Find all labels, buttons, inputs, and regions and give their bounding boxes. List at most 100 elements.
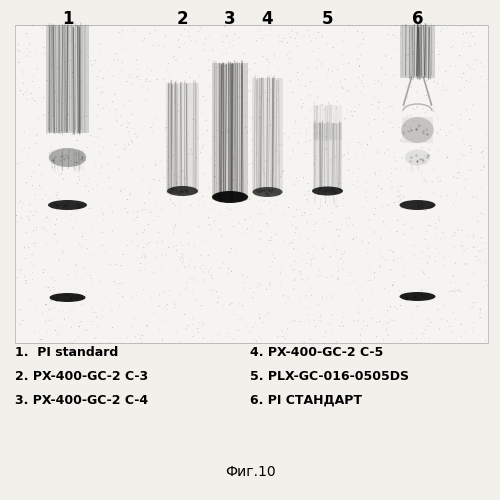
Point bbox=[310, 288, 318, 296]
Point bbox=[354, 178, 362, 186]
Point bbox=[274, 157, 282, 165]
Point bbox=[365, 306, 373, 314]
Point bbox=[164, 180, 172, 188]
Point bbox=[355, 100, 363, 108]
Point bbox=[303, 218, 311, 226]
Point bbox=[300, 100, 308, 108]
Ellipse shape bbox=[405, 150, 430, 166]
Point bbox=[158, 168, 166, 175]
Point bbox=[386, 118, 394, 126]
Point bbox=[270, 166, 278, 174]
Point bbox=[78, 301, 86, 309]
Point bbox=[50, 34, 58, 42]
Point bbox=[20, 79, 28, 87]
Point bbox=[296, 130, 304, 138]
Point bbox=[437, 234, 445, 242]
Point bbox=[22, 179, 30, 187]
Point bbox=[357, 325, 365, 333]
Point bbox=[238, 160, 246, 168]
Point bbox=[42, 301, 50, 309]
Point bbox=[112, 114, 120, 122]
Point bbox=[206, 83, 214, 91]
Point bbox=[318, 178, 326, 186]
Point bbox=[304, 198, 312, 206]
Point bbox=[294, 76, 302, 84]
Point bbox=[284, 134, 292, 142]
Point bbox=[116, 164, 124, 172]
Point bbox=[231, 125, 239, 133]
Point bbox=[122, 236, 130, 244]
Point bbox=[376, 262, 384, 270]
Point bbox=[278, 38, 286, 46]
Point bbox=[176, 196, 184, 204]
Point bbox=[334, 322, 342, 330]
Point bbox=[374, 148, 382, 156]
Point bbox=[133, 256, 141, 264]
Point bbox=[418, 286, 426, 294]
Point bbox=[66, 216, 74, 224]
Point bbox=[124, 208, 132, 216]
Point bbox=[303, 195, 311, 203]
Point bbox=[278, 141, 286, 149]
Point bbox=[239, 266, 247, 274]
Point bbox=[196, 126, 204, 134]
Point bbox=[312, 220, 320, 228]
Point bbox=[112, 281, 120, 289]
Point bbox=[330, 119, 338, 127]
Point bbox=[134, 242, 141, 250]
Point bbox=[322, 132, 330, 140]
Point bbox=[188, 188, 196, 196]
Point bbox=[268, 70, 276, 78]
Point bbox=[179, 167, 187, 175]
Point bbox=[390, 44, 398, 52]
Point bbox=[44, 269, 52, 277]
Point bbox=[464, 176, 471, 184]
Point bbox=[372, 204, 380, 212]
Point bbox=[256, 333, 264, 341]
Point bbox=[98, 125, 106, 133]
Point bbox=[395, 232, 403, 240]
Point bbox=[144, 220, 152, 228]
Point bbox=[120, 324, 128, 332]
Point bbox=[126, 97, 134, 105]
Point bbox=[326, 84, 334, 92]
Point bbox=[60, 154, 68, 162]
Point bbox=[344, 166, 352, 174]
Point bbox=[356, 331, 364, 339]
Point bbox=[46, 58, 54, 66]
Point bbox=[326, 290, 334, 298]
Point bbox=[188, 146, 196, 154]
Point bbox=[199, 320, 207, 328]
Point bbox=[126, 262, 134, 270]
Point bbox=[249, 114, 257, 122]
Point bbox=[339, 84, 347, 92]
Point bbox=[254, 27, 262, 35]
Point bbox=[136, 260, 144, 268]
Point bbox=[16, 58, 24, 66]
Point bbox=[31, 190, 39, 198]
Point bbox=[20, 128, 28, 136]
Point bbox=[450, 173, 458, 181]
Point bbox=[262, 32, 270, 40]
Point bbox=[124, 196, 132, 203]
Point bbox=[118, 280, 126, 287]
Point bbox=[463, 244, 471, 252]
Point bbox=[321, 242, 329, 250]
Point bbox=[42, 214, 50, 222]
Point bbox=[444, 154, 452, 162]
Point bbox=[204, 252, 212, 260]
Point bbox=[70, 70, 78, 78]
Point bbox=[479, 148, 487, 156]
Point bbox=[432, 224, 440, 232]
Point bbox=[382, 104, 390, 112]
Point bbox=[308, 36, 316, 44]
Point bbox=[480, 283, 488, 291]
Point bbox=[397, 62, 405, 70]
Point bbox=[426, 89, 434, 97]
Point bbox=[213, 64, 221, 72]
Point bbox=[272, 146, 280, 154]
Point bbox=[170, 298, 178, 306]
Point bbox=[291, 116, 299, 124]
Point bbox=[304, 249, 312, 257]
Point bbox=[460, 175, 468, 183]
